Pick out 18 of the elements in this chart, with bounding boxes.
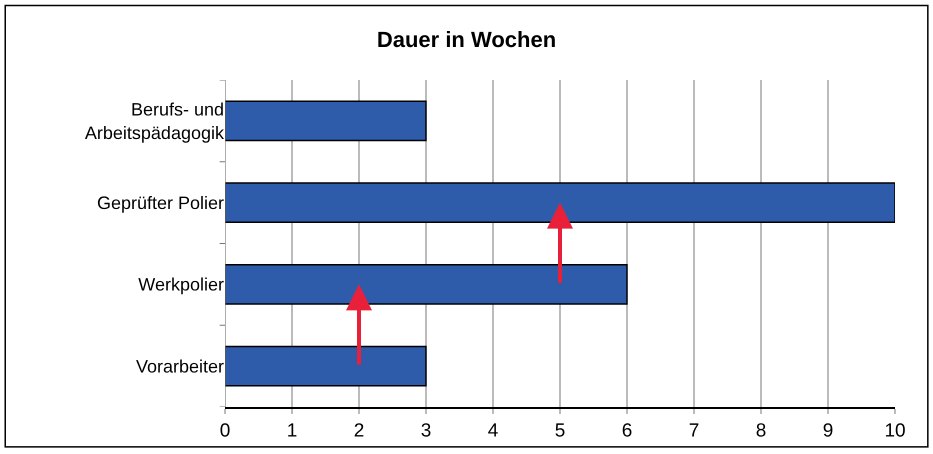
x-tick-label: 6: [622, 420, 632, 442]
x-tick-label: 9: [822, 420, 834, 442]
chart-title: Dauer in Wochen: [376, 27, 556, 52]
bar: [225, 346, 427, 386]
x-tick-label: 7: [688, 420, 700, 442]
x-tick-label: 10: [884, 420, 906, 442]
x-tick-label: 2: [354, 420, 364, 442]
x-tick-label: 8: [756, 420, 766, 442]
x-tick-label: 5: [554, 420, 566, 442]
y-tick-label: Berufs- und Arbeitspädagogik: [84, 99, 225, 143]
x-tick-label: 3: [420, 420, 432, 442]
bar: [225, 100, 427, 142]
y-tick-label: Werkpolier: [138, 274, 224, 295]
x-tick-label: 0: [220, 420, 230, 442]
y-tick-label: Geprüfter Polier: [96, 192, 224, 213]
x-tick-label: 4: [488, 420, 499, 442]
y-tick-label: Vorarbeiter: [136, 356, 224, 376]
x-tick-label: 1: [286, 420, 298, 442]
